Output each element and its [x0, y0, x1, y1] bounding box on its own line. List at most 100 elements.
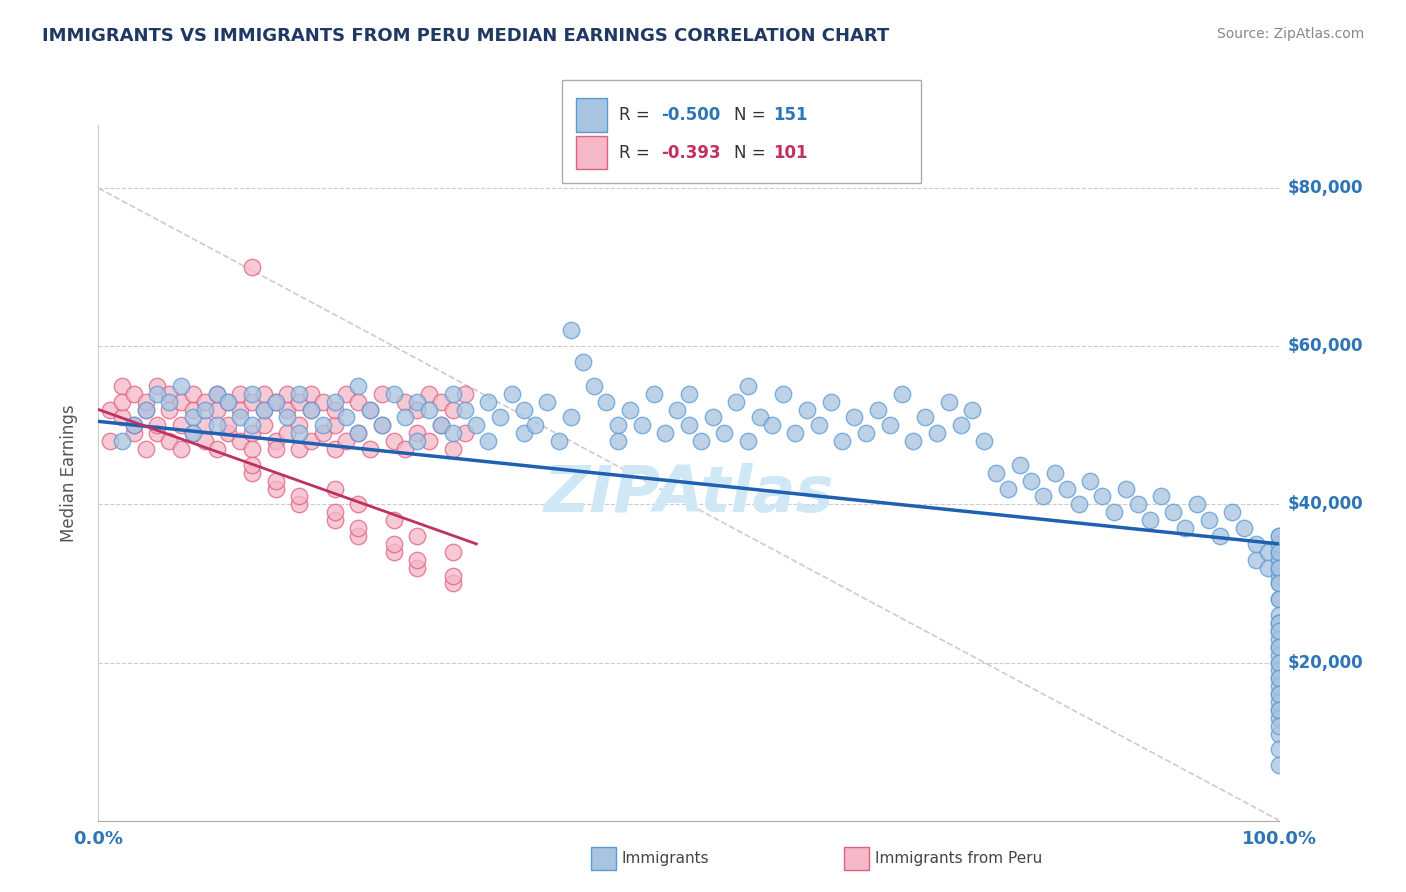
Text: -0.500: -0.500	[661, 106, 720, 124]
Point	[453, 426, 475, 441]
Point	[1150, 490, 1173, 504]
Point	[359, 442, 381, 456]
Point	[406, 402, 429, 417]
Point	[1268, 703, 1291, 717]
Point	[382, 513, 405, 527]
Point	[347, 521, 370, 535]
Point	[430, 394, 453, 409]
Point	[1244, 537, 1267, 551]
Point	[1268, 560, 1291, 574]
Point	[702, 410, 724, 425]
Point	[761, 418, 783, 433]
Point	[1268, 537, 1291, 551]
Point	[335, 410, 357, 425]
Point	[1268, 687, 1291, 701]
Point	[560, 323, 582, 337]
Point	[1268, 695, 1291, 709]
Text: $40,000: $40,000	[1288, 495, 1364, 514]
Point	[453, 402, 475, 417]
Point	[607, 418, 630, 433]
Point	[229, 410, 252, 425]
Point	[146, 386, 169, 401]
Point	[135, 394, 157, 409]
Point	[347, 379, 370, 393]
Text: 151: 151	[773, 106, 808, 124]
Point	[1268, 656, 1291, 670]
Point	[1257, 545, 1279, 559]
Point	[264, 394, 287, 409]
Point	[347, 394, 370, 409]
Point	[253, 402, 276, 417]
Point	[465, 418, 488, 433]
Point	[1268, 545, 1291, 559]
Point	[512, 426, 534, 441]
Point	[844, 410, 866, 425]
Point	[264, 474, 287, 488]
Point	[157, 386, 180, 401]
Point	[1268, 592, 1291, 607]
Y-axis label: Median Earnings: Median Earnings	[59, 404, 77, 541]
Point	[1268, 608, 1291, 623]
Point	[477, 434, 499, 449]
Point	[323, 442, 346, 456]
Point	[1257, 560, 1279, 574]
Point	[418, 402, 440, 417]
Point	[253, 402, 276, 417]
Point	[666, 402, 689, 417]
Point	[157, 402, 180, 417]
Point	[1198, 513, 1220, 527]
Point	[288, 497, 311, 511]
Point	[1268, 529, 1291, 543]
Point	[323, 402, 346, 417]
Point	[441, 545, 464, 559]
Point	[347, 497, 370, 511]
Point	[323, 513, 346, 527]
Point	[772, 386, 794, 401]
Point	[181, 426, 204, 441]
Text: $20,000: $20,000	[1288, 654, 1364, 672]
Point	[1268, 742, 1291, 756]
Text: $80,000: $80,000	[1288, 179, 1364, 197]
Point	[1161, 505, 1184, 519]
Point	[890, 386, 912, 401]
Point	[654, 426, 676, 441]
Point	[441, 402, 464, 417]
Point	[501, 386, 523, 401]
Point	[1268, 568, 1291, 582]
Point	[1268, 664, 1291, 678]
Point	[1080, 474, 1102, 488]
Point	[1091, 490, 1114, 504]
Point	[1268, 671, 1291, 685]
Point	[359, 402, 381, 417]
Text: Immigrants: Immigrants	[621, 851, 709, 866]
Point	[571, 355, 593, 369]
Point	[194, 402, 217, 417]
Point	[607, 434, 630, 449]
Point	[122, 386, 145, 401]
Point	[406, 552, 429, 567]
Point	[1268, 711, 1291, 725]
Point	[240, 260, 263, 275]
Point	[240, 466, 263, 480]
Point	[512, 402, 534, 417]
Point	[441, 386, 464, 401]
Point	[737, 434, 759, 449]
Text: Source: ZipAtlas.com: Source: ZipAtlas.com	[1216, 27, 1364, 41]
Point	[406, 426, 429, 441]
Point	[560, 410, 582, 425]
Point	[1268, 560, 1291, 574]
Point	[312, 394, 335, 409]
Point	[181, 426, 204, 441]
Point	[903, 434, 925, 449]
Point	[240, 442, 263, 456]
Point	[335, 434, 357, 449]
Point	[1268, 640, 1291, 654]
Point	[619, 402, 641, 417]
Point	[1268, 640, 1291, 654]
Point	[146, 418, 169, 433]
Point	[1268, 679, 1291, 693]
Point	[347, 426, 370, 441]
Point	[382, 545, 405, 559]
Text: -0.393: -0.393	[661, 144, 720, 161]
Point	[997, 482, 1019, 496]
